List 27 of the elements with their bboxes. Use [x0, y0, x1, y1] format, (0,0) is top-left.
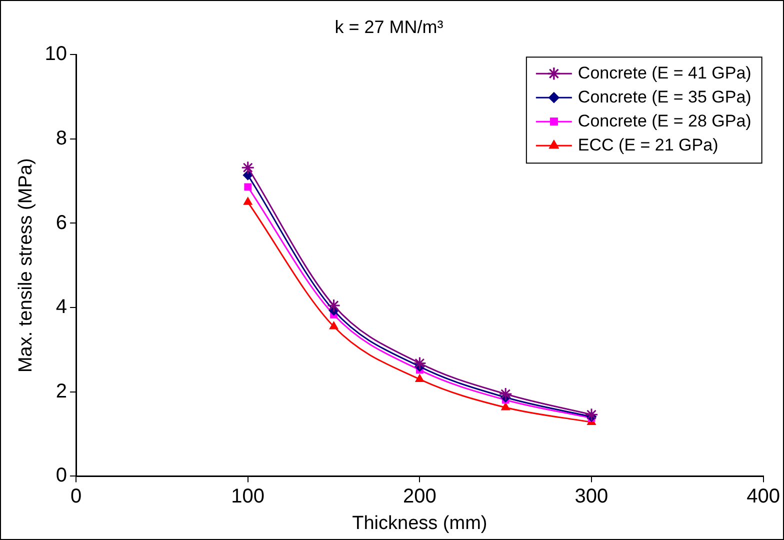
- point: [415, 374, 424, 382]
- y-tick-label: 4: [56, 296, 68, 318]
- x-tick-label: 200: [402, 486, 436, 508]
- legend-label: ECC (E = 21 GPa): [578, 135, 718, 154]
- y-axis-title: Max. tensile stress (MPa): [16, 158, 37, 373]
- point: [584, 408, 598, 422]
- point: [241, 160, 255, 174]
- x-tick-label: 0: [70, 486, 82, 508]
- legend-label: Concrete (E = 28 GPa): [578, 111, 752, 130]
- x-axis-title: Thickness (mm): [352, 512, 488, 534]
- y-tick-label: 0: [56, 464, 68, 487]
- point: [244, 183, 252, 191]
- legend-label: Concrete (E = 35 GPa): [578, 87, 752, 106]
- x-tick-label: 400: [746, 486, 780, 508]
- point: [498, 387, 512, 401]
- point: [243, 197, 252, 205]
- chart-title: k = 27 MN/m³: [334, 16, 444, 37]
- point: [329, 322, 338, 330]
- point: [412, 356, 426, 370]
- y-tick-label: 6: [56, 212, 68, 234]
- point: [327, 298, 341, 312]
- y-tick-label: 10: [44, 43, 68, 66]
- y-tick-label: 8: [56, 127, 68, 150]
- x-tick-label: 100: [231, 486, 265, 508]
- y-tick-label: 2: [56, 380, 68, 402]
- x-tick-label: 300: [574, 486, 608, 508]
- legend-label: Concrete (E = 41 GPa): [578, 63, 752, 82]
